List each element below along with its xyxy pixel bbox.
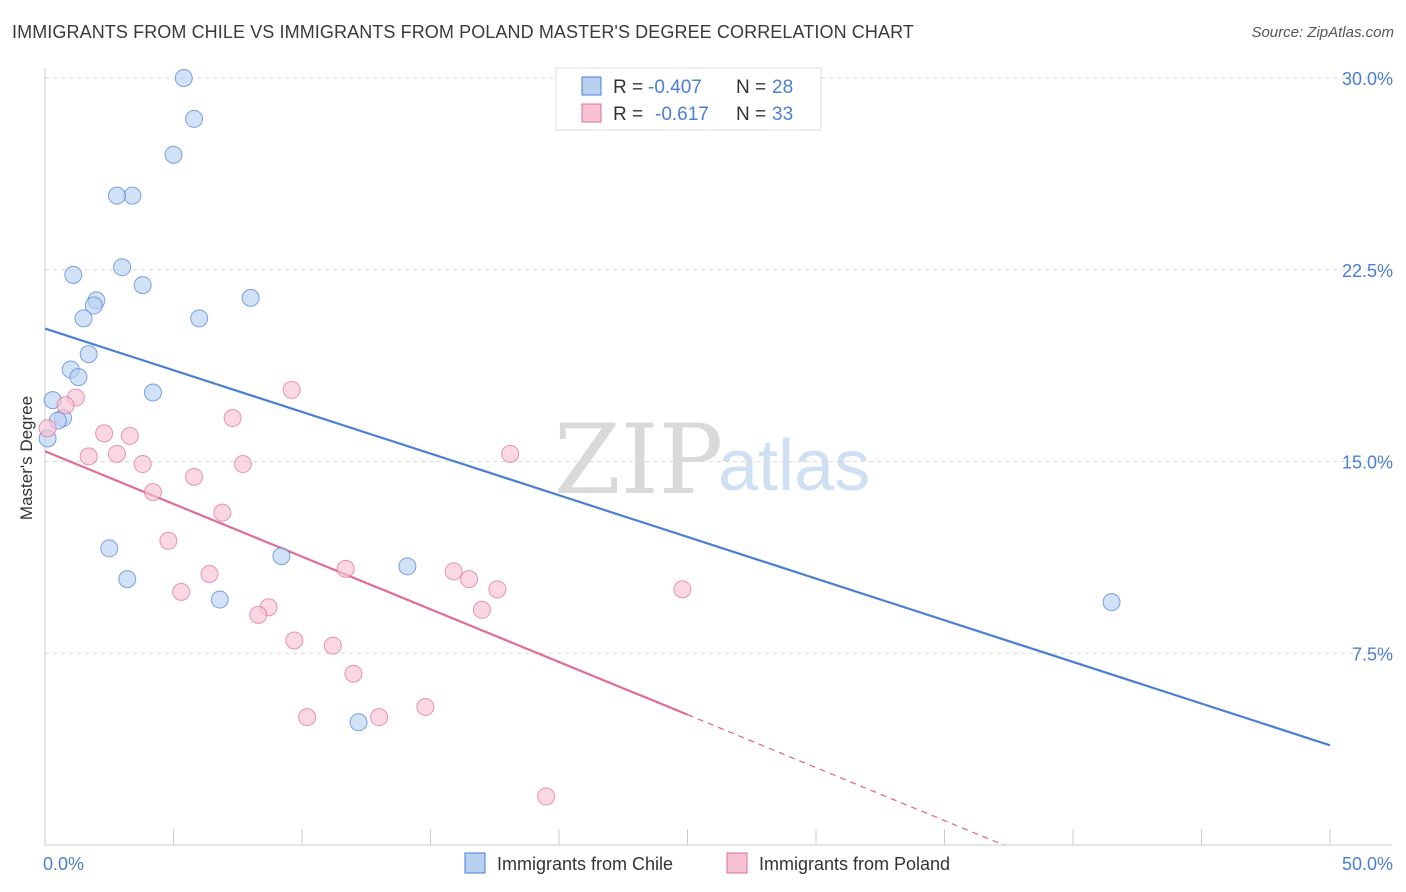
- point-chile: [210, 590, 229, 609]
- point-poland: [444, 562, 463, 581]
- point-chile: [123, 186, 142, 205]
- stats-r-label-chile: R =: [613, 77, 643, 98]
- point-poland: [323, 636, 342, 655]
- point-poland: [56, 396, 75, 415]
- point-poland: [185, 467, 204, 486]
- point-poland: [172, 582, 191, 601]
- point-poland: [38, 419, 57, 438]
- point-chile: [64, 265, 83, 284]
- stats-n-value-chile: 28: [772, 77, 793, 98]
- point-chile: [164, 145, 183, 164]
- point-chile: [398, 557, 417, 576]
- legend-swatch-chile: [464, 852, 486, 874]
- stats-n-value-poland: 33: [772, 104, 793, 125]
- point-poland: [200, 564, 219, 583]
- stats-swatch-poland: [581, 103, 602, 123]
- point-poland: [472, 600, 491, 619]
- legend-label-chile: Immigrants from Chile: [497, 854, 673, 874]
- point-poland: [673, 580, 692, 599]
- legend-swatch-poland: [726, 852, 748, 874]
- trend-line-chile: [44, 327, 1331, 747]
- point-poland: [107, 444, 126, 463]
- y-tick-label: 7.5%: [1352, 644, 1393, 664]
- watermark-zip: ZIP: [554, 404, 723, 516]
- watermark-atlas: atlas: [718, 426, 870, 506]
- x-tick-label-max: 50.0%: [1342, 854, 1393, 874]
- point-poland: [488, 580, 507, 599]
- point-poland: [336, 559, 355, 578]
- point-chile: [100, 539, 119, 558]
- stats-box: R = -0.407 N = 28 R = -0.617 N = 33: [555, 67, 822, 131]
- point-chile: [241, 288, 260, 307]
- point-chile: [118, 570, 137, 589]
- point-chile: [79, 345, 98, 364]
- point-poland: [537, 787, 556, 806]
- point-poland: [159, 531, 178, 550]
- point-chile: [69, 368, 88, 387]
- stats-r-label-poland: R =: [613, 104, 643, 125]
- y-tick-label: 15.0%: [1342, 453, 1393, 473]
- point-poland: [213, 503, 232, 522]
- legend-label-poland: Immigrants from Poland: [759, 854, 950, 874]
- point-poland: [285, 631, 304, 650]
- chart-title: IMMIGRANTS FROM CHILE VS IMMIGRANTS FROM…: [12, 22, 914, 42]
- legend: Immigrants from Chile Immigrants from Po…: [464, 852, 950, 874]
- point-chile: [74, 309, 93, 328]
- y-tick-label: 22.5%: [1342, 261, 1393, 281]
- point-poland: [344, 664, 363, 683]
- point-poland: [282, 380, 301, 399]
- point-chile: [1102, 593, 1121, 612]
- stats-n-label-poland: N =: [736, 104, 766, 125]
- point-poland: [501, 444, 520, 463]
- point-poland: [460, 570, 479, 589]
- stats-swatch-chile: [581, 76, 602, 96]
- point-chile: [133, 276, 152, 295]
- point-poland: [95, 424, 114, 443]
- stats-n-label-chile: N =: [736, 77, 766, 98]
- point-chile: [143, 383, 162, 402]
- y-axis-label: Master's Degree: [17, 396, 36, 520]
- source-label: Source: ZipAtlas.com: [1251, 24, 1394, 41]
- point-chile: [272, 547, 291, 566]
- point-chile: [84, 296, 103, 315]
- point-poland: [233, 455, 252, 474]
- point-poland: [249, 605, 268, 624]
- point-poland: [133, 455, 152, 474]
- axes: [44, 68, 1392, 846]
- point-poland: [143, 483, 162, 502]
- point-chile: [113, 258, 132, 277]
- data-points: [38, 69, 1121, 806]
- stats-r-value-poland: -0.617: [655, 104, 709, 125]
- grid-lines: 7.5% 15.0% 22.5% 30.0%: [45, 69, 1393, 664]
- point-chile: [107, 186, 126, 205]
- point-poland: [120, 426, 139, 445]
- stats-r-value-chile: -0.407: [648, 77, 702, 98]
- point-chile: [349, 713, 368, 732]
- y-tick-label: 30.0%: [1342, 69, 1393, 89]
- point-chile: [185, 109, 204, 128]
- point-poland: [416, 697, 435, 716]
- point-chile: [174, 69, 193, 87]
- point-poland: [298, 708, 317, 727]
- point-poland: [79, 447, 98, 466]
- point-poland: [370, 708, 389, 727]
- point-chile: [190, 309, 209, 328]
- trend-line-extension-poland: [687, 714, 1004, 846]
- x-tick-label-min: 0.0%: [43, 854, 84, 874]
- point-poland: [223, 409, 242, 428]
